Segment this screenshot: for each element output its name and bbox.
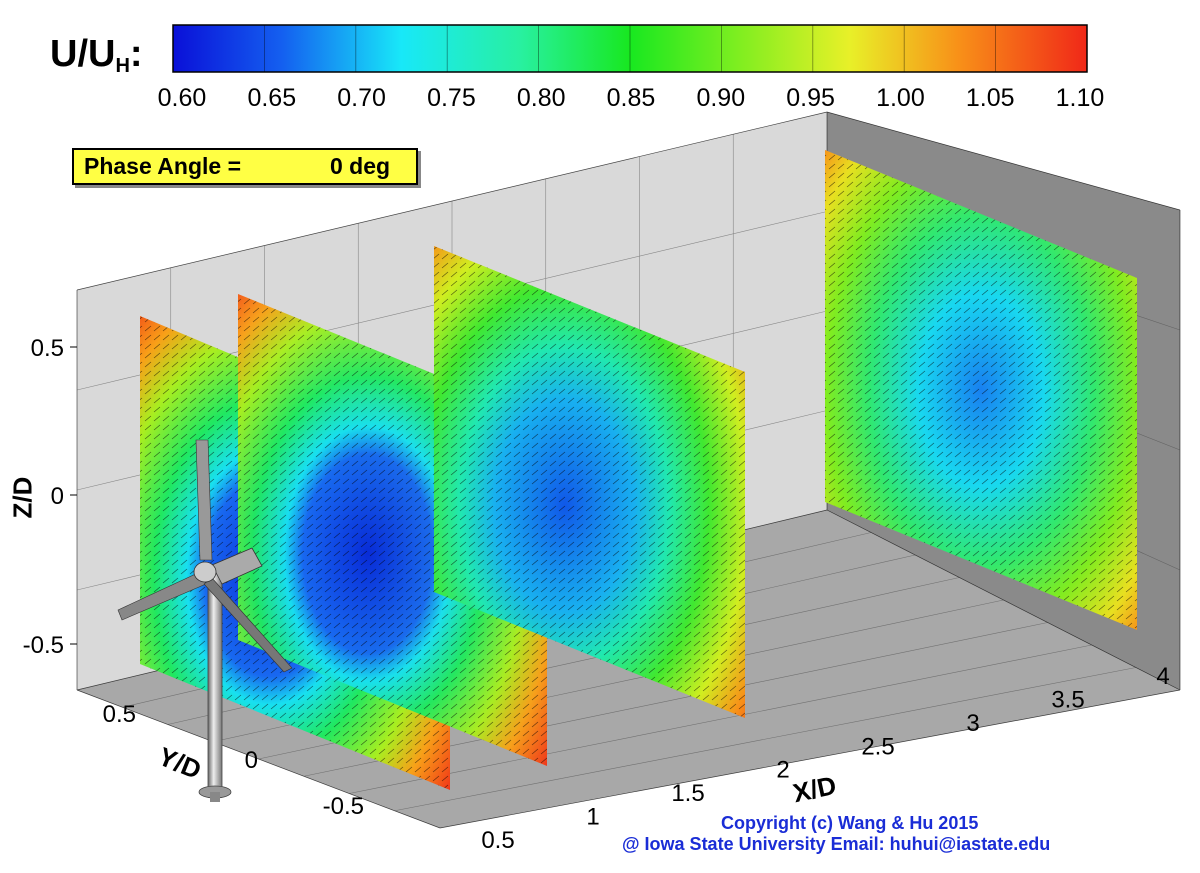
z-tick-label: 0.5 (31, 335, 64, 362)
colorbar: 0.60 0.65 0.70 0.75 0.80 0.85 0.90 0.95 1.00 1.05… (158, 24, 1105, 112)
grid-line (349, 644, 1092, 794)
colorbar-tick-label: 1.00 (876, 84, 925, 112)
phase-angle-label: Phase Angle = (84, 153, 242, 179)
x-tick-label: 1.5 (671, 780, 704, 807)
colorbar-tick-label: 0.70 (337, 84, 386, 112)
colorbar-tick-label: 0.60 (158, 84, 207, 112)
colorbar-tick-label: 0.85 (607, 84, 656, 112)
y-axis: 0.5 0 -0.5 (103, 701, 364, 820)
z-axis: 0.5 0 -0.5 (23, 335, 77, 659)
z-axis-title: Z/D (7, 476, 38, 519)
wind-turbine-icon (117, 439, 293, 802)
x-tick-label: 2.5 (861, 733, 894, 760)
y-tick-label: 0 (245, 747, 258, 774)
x-tick-label: 3.5 (1051, 686, 1084, 713)
copyright-line-1: Copyright (c) Wang & Hu 2015 (721, 813, 979, 833)
colorbar-tick-label: 0.80 (517, 84, 566, 112)
x-axis: 0.5 1 1.5 2 2.5 3 3.5 4 (481, 663, 1169, 854)
z-tick-label: -0.5 (23, 632, 64, 659)
phase-angle-box: Phase Angle = 0 deg (72, 148, 418, 185)
phase-angle-value: 0 deg (330, 153, 391, 179)
x-tick-label: 1 (586, 804, 599, 831)
x-tick-label: 2 (776, 757, 789, 784)
grid-line (394, 667, 1136, 812)
x-tick-label: 3 (966, 710, 979, 737)
colorbar-tick-label: 1.10 (1056, 84, 1105, 112)
colorbar-tick-label: 0.75 (427, 84, 476, 112)
colorbar-tick-label: 0.65 (247, 84, 296, 112)
colorbar-tick-label: 0.90 (696, 84, 745, 112)
z-tick-label: 0 (51, 483, 64, 510)
copyright-line-2: @ Iowa State University Email: huhui@ias… (622, 834, 1051, 854)
x-tick-label: 4 (1156, 663, 1169, 690)
wake-plane-3 (434, 246, 745, 718)
x-tick-label: 0.5 (481, 827, 514, 854)
colorbar-tick-label: 0.95 (786, 84, 835, 112)
wake-plane-4 (825, 150, 1137, 630)
y-tick-label: -0.5 (323, 793, 364, 820)
colorbar-title: U/UH: (50, 33, 143, 77)
colorbar-tick-label: 1.05 (966, 84, 1015, 112)
y-tick-label: 0.5 (103, 701, 136, 728)
